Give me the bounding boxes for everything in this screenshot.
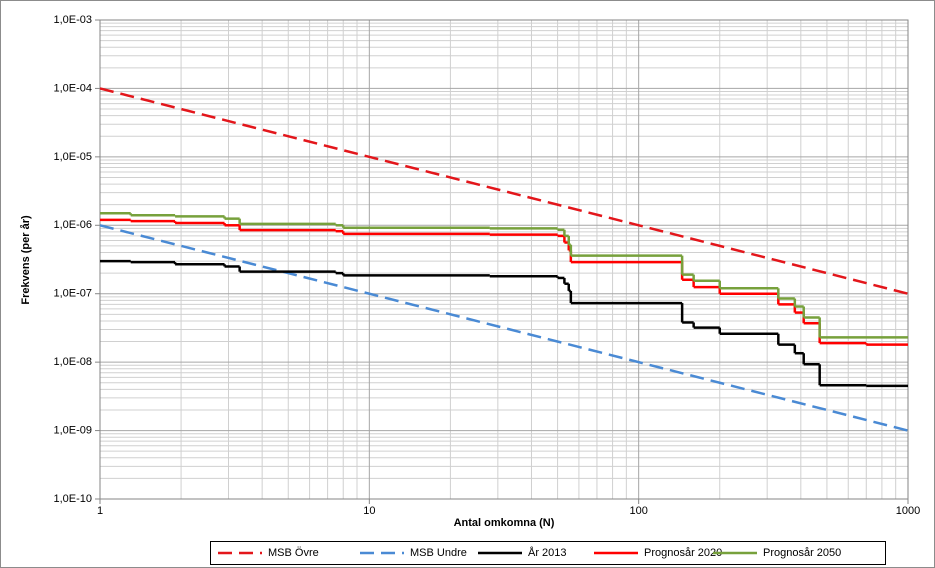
legend-label: Prognosår 2020: [644, 547, 722, 559]
y-axis-title: Frekvens (per år): [20, 215, 32, 305]
y-tick-label: 1,0E-08: [53, 356, 92, 368]
y-tick-label: 1,0E-06: [53, 219, 92, 231]
legend-label: MSB Övre: [268, 547, 319, 559]
x-tick-label: 10: [363, 505, 375, 517]
plot-border: [99, 19, 909, 500]
line: [99, 87, 909, 295]
y-tick-label: 1,0E-09: [53, 424, 92, 436]
legend-box: [210, 541, 886, 565]
legend-label: Prognosår 2050: [763, 547, 841, 559]
y-tick-label: 1,0E-05: [53, 151, 92, 163]
y-tick-label: 1,0E-07: [53, 288, 92, 300]
x-tick-label: 1: [97, 505, 103, 517]
y-tick-label: 1,0E-04: [53, 82, 92, 94]
y-tick-label: 1,0E-10: [53, 493, 92, 505]
legend-label: MSB Undre: [410, 547, 467, 559]
x-axis-title: Antal omkomna (N): [454, 517, 555, 529]
y-tick-label: 1,0E-03: [53, 14, 92, 26]
x-tick-label: 1000: [896, 505, 920, 517]
line: [99, 224, 909, 432]
x-tick-label: 100: [629, 505, 647, 517]
legend-label: År 2013: [528, 546, 567, 559]
